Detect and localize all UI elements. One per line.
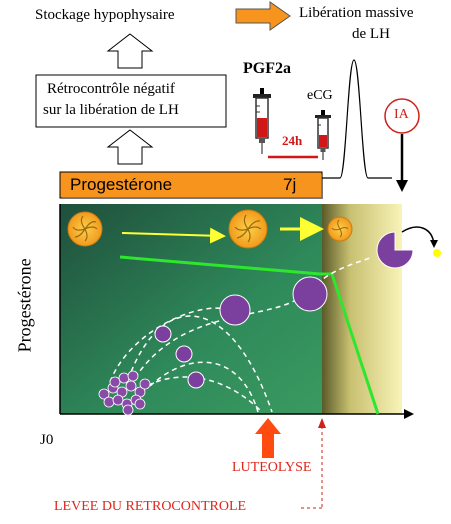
ecg-label: eCG [307,88,333,103]
orange-right-arrow-icon [235,1,291,31]
feedback-line2: sur la libération de LH [43,102,179,118]
liberation-label-line2: de LH [352,26,390,42]
corpus-luteum-2-icon [228,209,268,249]
follicle-small-2 [175,345,193,363]
liberation-label-line1: Libération massive [299,5,414,21]
release-arrowhead [318,418,326,428]
luteolyse-label: LUTEOLYSE [232,460,312,475]
ia-circle [384,98,420,134]
follicle-growth-paths [109,257,371,413]
x-axis-arrowhead [404,409,414,419]
up-arrow-upper-icon [106,33,154,69]
progesterone-level-line [119,255,380,415]
delay-label: 24h [282,133,303,148]
follicle-medium [219,294,251,326]
follicle-cluster [98,370,151,416]
luteolysis-arrow-icon [255,418,281,458]
progesterone-duration: 7j [283,175,297,194]
up-arrow-lower-icon [106,129,154,165]
feedback-line1: Rétrocontrôle négatif [47,81,175,97]
ovulating-follicle-icon [376,226,441,269]
progesterone-bar [59,171,323,199]
ia-down-arrowhead [396,180,408,192]
ecg-syringe-icon [315,110,331,160]
pgf2a-label: PGF2a [243,60,291,77]
progesterone-bar-shadow [62,174,323,199]
follicle-small-1 [154,325,172,343]
levee-label: LEVEE DU RETROCONTROLE [54,499,247,514]
y-axis-label: Progestérone [14,258,35,353]
corpus-luteum-1-icon [67,211,103,247]
x-origin-label: J0 [40,432,54,448]
feedback-box [35,74,227,128]
progesterone-bar-label: Progestérone [70,175,173,194]
follicle-large [292,276,328,312]
ia-label: IA [394,107,409,122]
pgf2a-syringe-icon [253,88,271,154]
corpus-luteum-regressing-icon [327,216,353,242]
lh-peak-curve [322,59,392,179]
follicle-small-3 [187,371,205,389]
yellow-arrow-1 [121,227,226,244]
stockage-label: Stockage hypophysaire [35,7,175,23]
